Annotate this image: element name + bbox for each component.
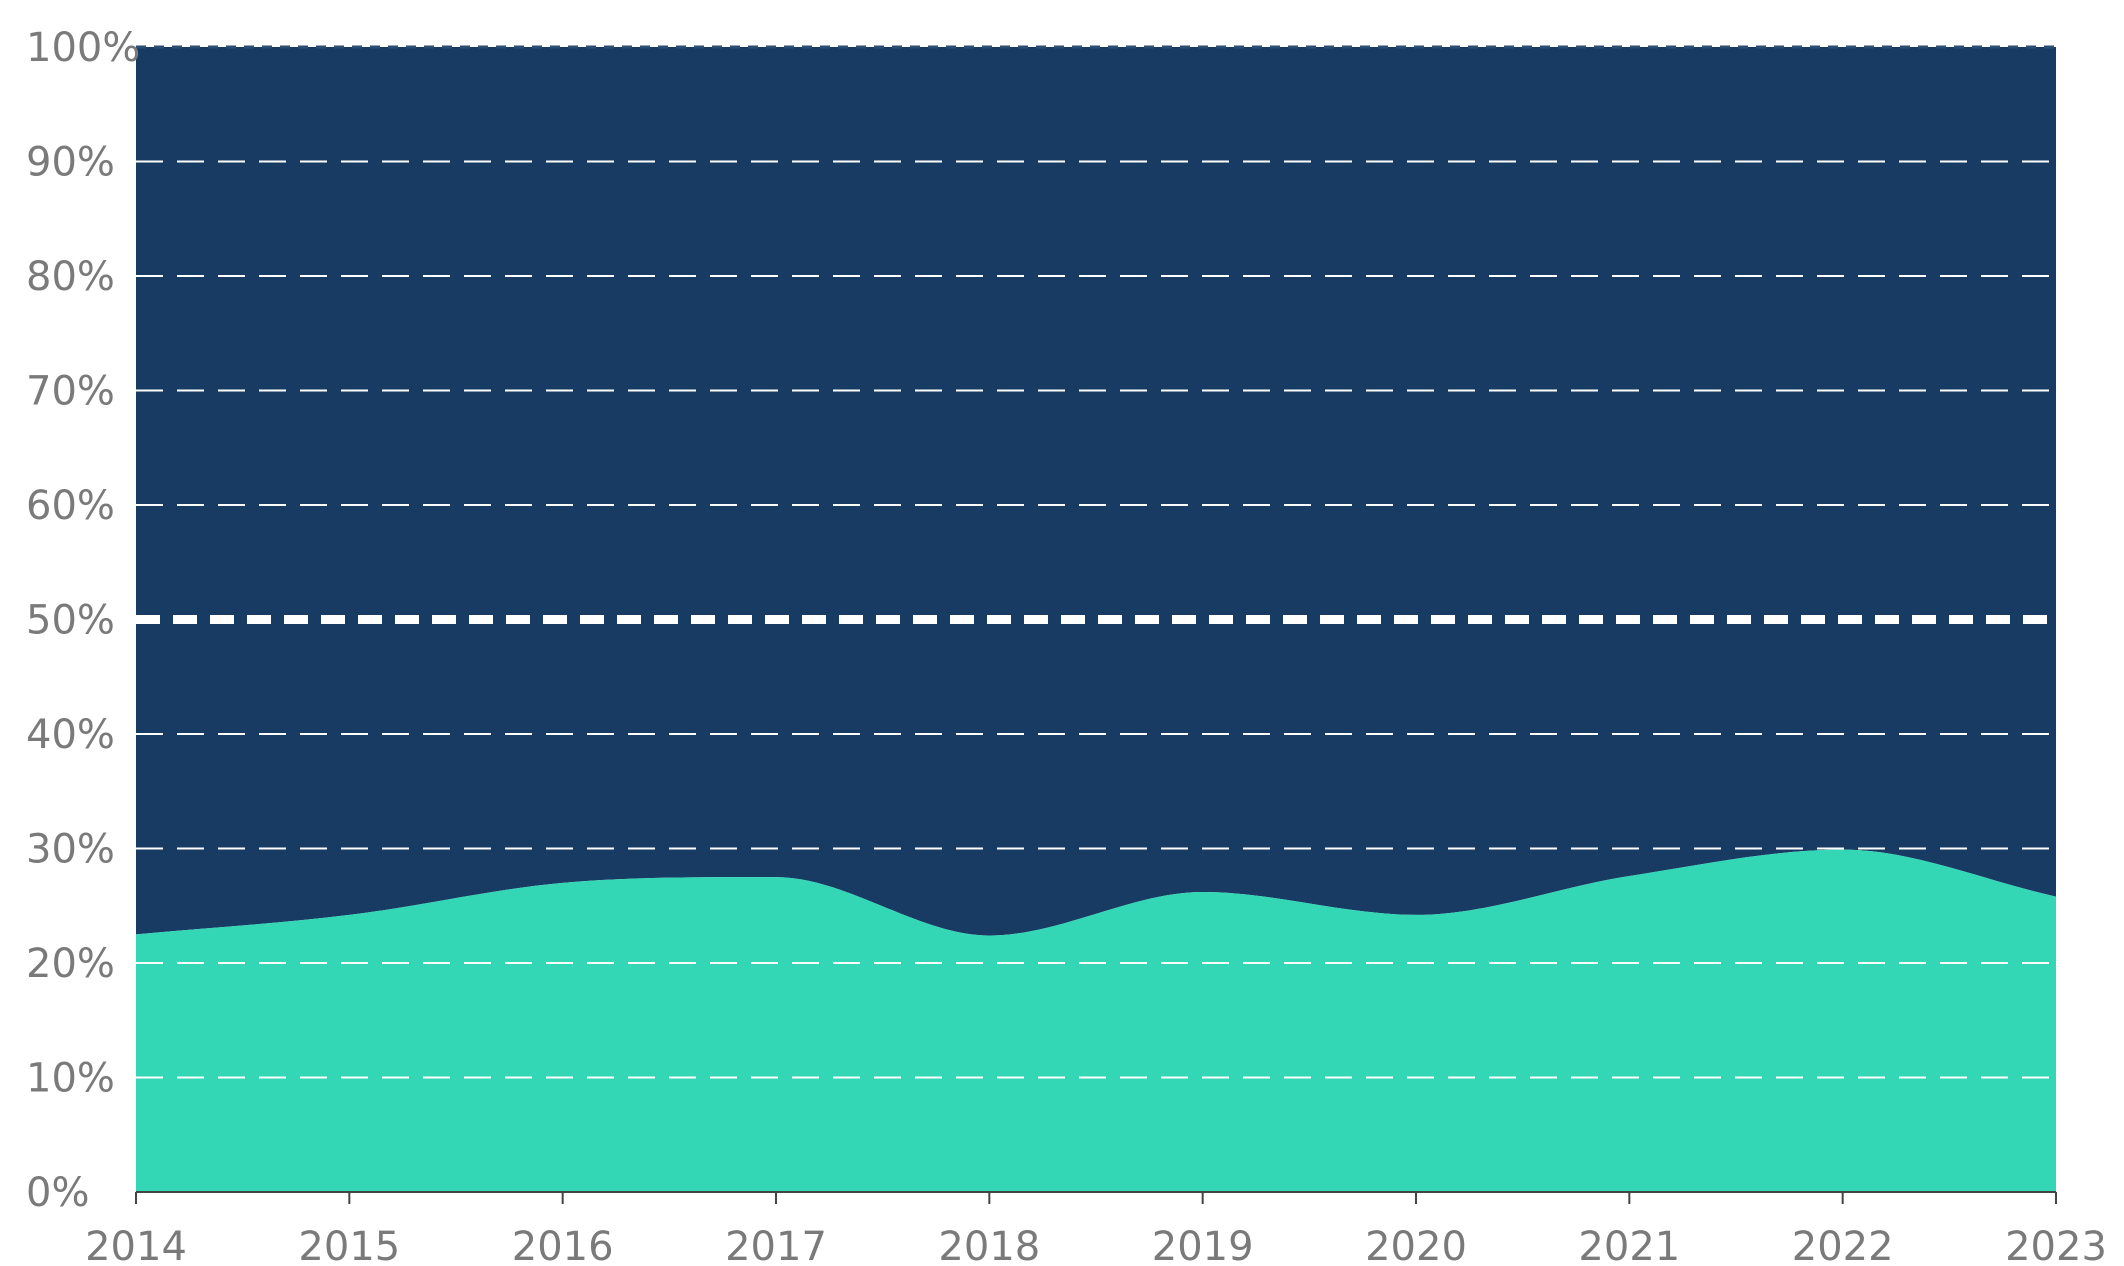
- x-tick-label-2018: 2018: [938, 1224, 1040, 1266]
- x-tick-label-2021: 2021: [1578, 1224, 1680, 1266]
- y-tick-label-100: 100%: [26, 25, 140, 71]
- y-tick-label-60: 60%: [26, 483, 115, 529]
- x-axis-tick-labels: 2014 2015 2016 2017 2018 2019 2020 2021 2022 2023: [85, 1224, 2107, 1266]
- y-tick-label-90: 90%: [26, 140, 115, 186]
- y-tick-label-40: 40%: [26, 712, 115, 758]
- x-tick-label-2023: 2023: [2005, 1224, 2107, 1266]
- x-tick-label-2014: 2014: [85, 1224, 187, 1266]
- y-tick-label-70: 70%: [26, 369, 115, 415]
- y-tick-label-30: 30%: [26, 827, 115, 873]
- area-layer: [136, 47, 2056, 1192]
- x-tick-label-2016: 2016: [512, 1224, 614, 1266]
- y-tick-label-50: 50%: [26, 598, 115, 644]
- x-tick-label-2019: 2019: [1152, 1224, 1254, 1266]
- x-tick-label-2020: 2020: [1365, 1224, 1467, 1266]
- area-series-upper: [136, 47, 2056, 936]
- x-axis: [135, 1191, 2057, 1204]
- x-tick-label-2022: 2022: [1792, 1224, 1894, 1266]
- y-tick-label-10: 10%: [26, 1056, 115, 1102]
- y-tick-label-0: 0%: [26, 1170, 89, 1216]
- y-tick-label-20: 20%: [26, 941, 115, 987]
- y-axis-tick-labels: 0% 10% 20% 30% 40% 50% 60% 70% 80% 90% 100%: [26, 25, 140, 1216]
- area-series-lower: [136, 849, 2056, 1192]
- y-tick-label-80: 80%: [26, 254, 115, 300]
- x-tick-label-2017: 2017: [725, 1224, 827, 1266]
- gridline-layer: [136, 45, 2056, 1079]
- x-tick-label-2015: 2015: [298, 1224, 400, 1266]
